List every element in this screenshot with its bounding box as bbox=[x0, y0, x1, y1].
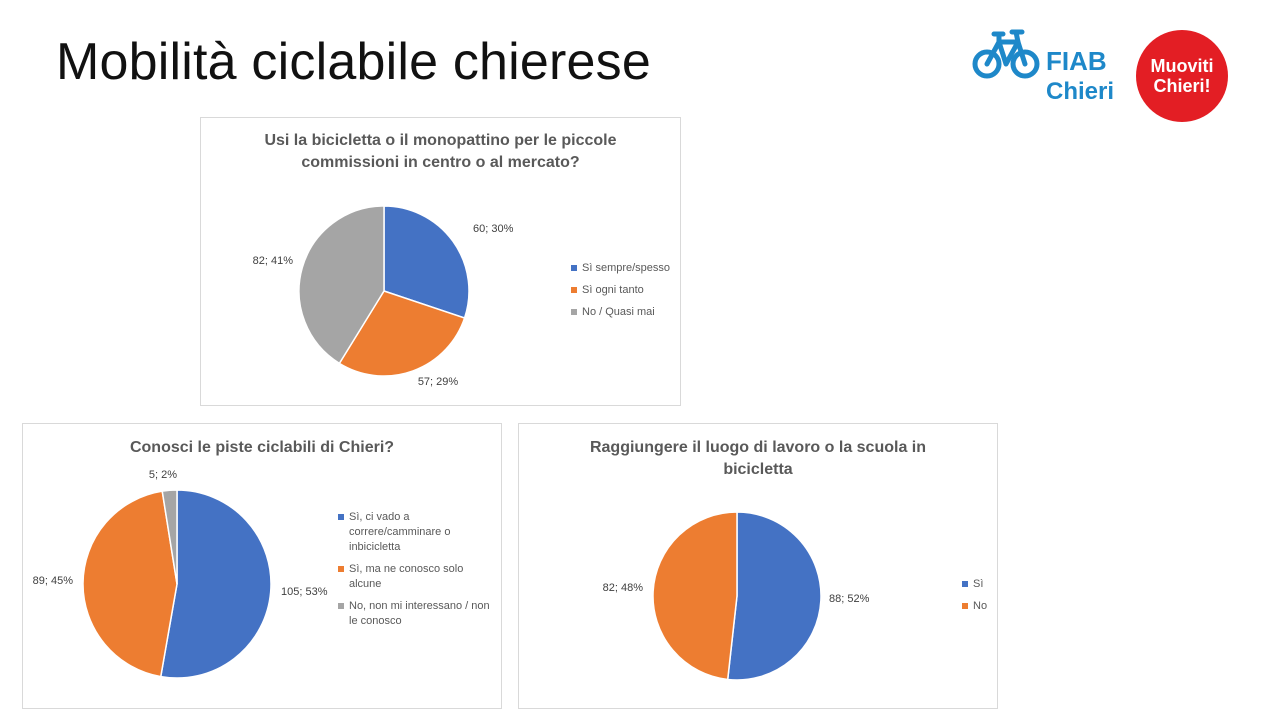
pie-slice bbox=[298, 205, 385, 365]
data-label: 88; 52% bbox=[829, 593, 870, 605]
data-label: 82; 41% bbox=[253, 255, 294, 267]
legend-swatch bbox=[338, 514, 344, 520]
chart-legend: Sì No bbox=[962, 577, 996, 621]
chart-legend: Sì sempre/spesso Sì ogni tanto No / Quasi … bbox=[571, 261, 676, 327]
legend-label: No bbox=[973, 600, 988, 612]
legend-swatch bbox=[338, 566, 344, 572]
pie-chart: 88; 52% 82; 48% bbox=[603, 511, 870, 681]
data-label: 5; 2% bbox=[149, 469, 177, 481]
pie-slice bbox=[338, 290, 466, 377]
data-label: 89; 45% bbox=[33, 575, 74, 587]
chart-commute-by-bike: Raggiungere il luogo di lavoro o la scuo… bbox=[518, 423, 998, 709]
slide-title: Mobilità ciclabile chierese bbox=[56, 33, 651, 91]
pie-slice bbox=[82, 490, 178, 678]
pie-slice bbox=[383, 205, 470, 319]
legend-label: Sì bbox=[973, 578, 984, 590]
legend-label: Sì, ci vado a correre/camminare o inbici… bbox=[349, 511, 451, 553]
chart-title: Usi la bicicletta o il monopattino per l… bbox=[264, 132, 617, 171]
data-label: 57; 29% bbox=[418, 376, 459, 388]
legend-swatch bbox=[962, 603, 968, 609]
legend-label: Sì, ma ne conosco solo alcune bbox=[349, 563, 464, 590]
badge-line1: Muoviti bbox=[1150, 56, 1214, 76]
data-label: 82; 48% bbox=[603, 582, 644, 594]
bicycle-icon bbox=[972, 29, 1040, 79]
fiab-chieri-logo: FIAB Chieri Muoviti Chieri! bbox=[972, 26, 1228, 122]
muoviti-chieri-badge: Muoviti Chieri! bbox=[1136, 30, 1228, 122]
pie-slice bbox=[726, 511, 822, 681]
chart-title: Conosci le piste ciclabili di Chieri? bbox=[129, 439, 395, 456]
legend-swatch bbox=[571, 265, 577, 271]
legend-item: Sì bbox=[962, 577, 996, 592]
legend-item: No, non mi interessano / non le conosco bbox=[338, 599, 498, 629]
legend-label: No, non mi interessano / non le conosco bbox=[349, 600, 490, 627]
legend-label: No / Quasi mai bbox=[582, 306, 655, 318]
pie-slice bbox=[159, 489, 272, 679]
pie-slice bbox=[652, 511, 738, 681]
legend-label: Sì ogni tanto bbox=[582, 284, 644, 296]
chart-title: Raggiungere il luogo di lavoro o la scuo… bbox=[589, 439, 927, 478]
logo-city: Chieri bbox=[1046, 78, 1115, 105]
legend-swatch bbox=[571, 287, 577, 293]
legend-item: Sì, ma ne conosco solo alcune bbox=[338, 562, 498, 592]
legend-item: No / Quasi mai bbox=[571, 305, 676, 320]
chart-bike-errands: Usi la bicicletta o il monopattino per l… bbox=[200, 117, 681, 406]
legend-swatch bbox=[962, 581, 968, 587]
pie-chart: 60; 30% 57; 29% 82; 41% bbox=[253, 205, 514, 388]
legend-swatch bbox=[571, 309, 577, 315]
chart-legend: Sì, ci vado a correre/camminare o inbici… bbox=[338, 510, 498, 636]
logo-brand: FIAB bbox=[1046, 46, 1107, 76]
legend-item: Sì, ci vado a correre/camminare o inbici… bbox=[338, 510, 498, 555]
legend-item: No bbox=[962, 599, 996, 614]
legend-swatch bbox=[338, 603, 344, 609]
pie-slice bbox=[161, 489, 178, 585]
data-label: 60; 30% bbox=[473, 223, 514, 235]
badge-line2: Chieri! bbox=[1153, 76, 1211, 96]
data-label: 105; 53% bbox=[281, 586, 328, 598]
chart-bike-lanes-knowledge: Conosci le piste ciclabili di Chieri? 10… bbox=[22, 423, 502, 709]
pie-chart: 105; 53% 89; 45% 5; 2% bbox=[33, 469, 328, 679]
legend-label: Sì sempre/spesso bbox=[582, 262, 671, 274]
legend-item: Sì sempre/spesso bbox=[571, 261, 676, 276]
legend-item: Sì ogni tanto bbox=[571, 283, 676, 298]
